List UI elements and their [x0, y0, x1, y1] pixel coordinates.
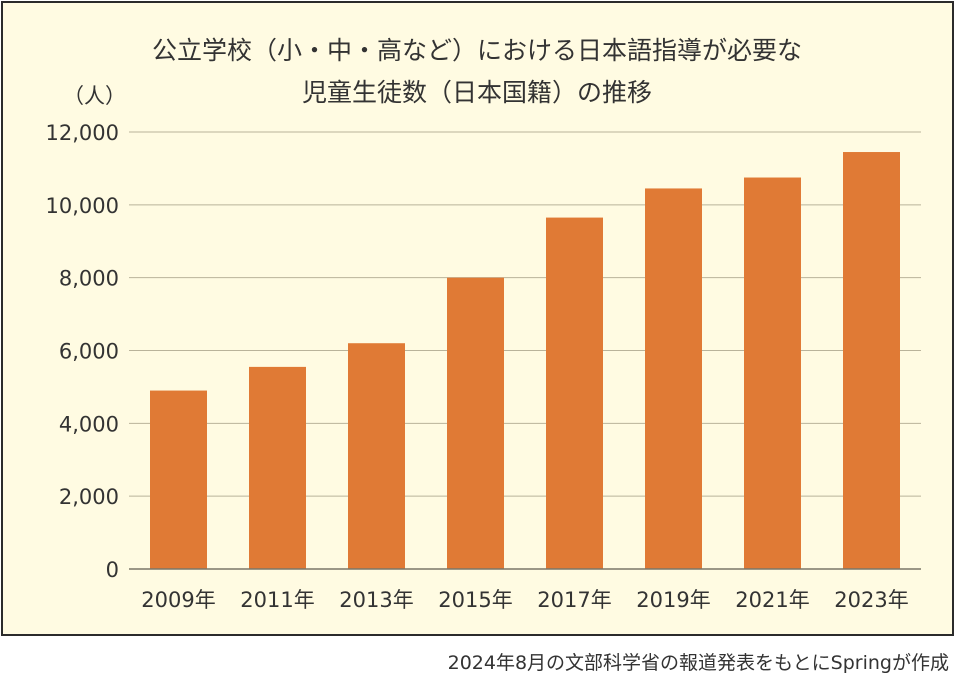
y-tick-label: 10,000 [46, 194, 119, 218]
bar [744, 177, 801, 570]
bar [249, 366, 306, 569]
y-tick-label: 4,000 [59, 412, 119, 436]
y-tick-label: 6,000 [59, 340, 119, 364]
y-tick-label: 0 [106, 558, 119, 582]
x-tick-label: 2015年 [438, 588, 512, 612]
bars [150, 152, 900, 570]
bar [348, 343, 405, 569]
bar [645, 188, 702, 569]
x-tick-label: 2011年 [240, 588, 314, 612]
bar [546, 217, 603, 569]
x-tick-label: 2013年 [339, 588, 413, 612]
x-tick-label: 2023年 [834, 588, 908, 612]
y-tick-label: 12,000 [46, 121, 119, 145]
bar [843, 152, 900, 569]
bar [150, 390, 207, 569]
y-tick-label: 2,000 [59, 485, 119, 509]
chart-title-line-2: 児童生徒数（日本国籍）の推移 [302, 78, 652, 107]
chart-panel: 0 2,000 4,000 6,000 8,000 10,000 12,000 2009年 20… [1, 1, 954, 636]
x-tick-label: 2019年 [636, 588, 710, 612]
x-tick-label: 2009年 [141, 588, 215, 612]
x-tick-label: 2021年 [735, 588, 809, 612]
source-note: 2024年8月の文部科学省の報道発表をもとにSpringが作成 [447, 652, 949, 674]
grid-lines [129, 131, 921, 497]
x-tick-label: 2017年 [537, 588, 611, 612]
bar-chart: 0 2,000 4,000 6,000 8,000 10,000 12,000 2009年 20… [46, 36, 921, 612]
bar [447, 277, 504, 569]
chart-title-line-1: 公立学校（小・中・高など）における日本語指導が必要な [152, 36, 802, 65]
axes: 0 2,000 4,000 6,000 8,000 10,000 12,000 2009年 20… [46, 121, 921, 612]
y-tick-label: 8,000 [59, 267, 119, 291]
y-axis-unit-label: （人） [63, 84, 126, 108]
